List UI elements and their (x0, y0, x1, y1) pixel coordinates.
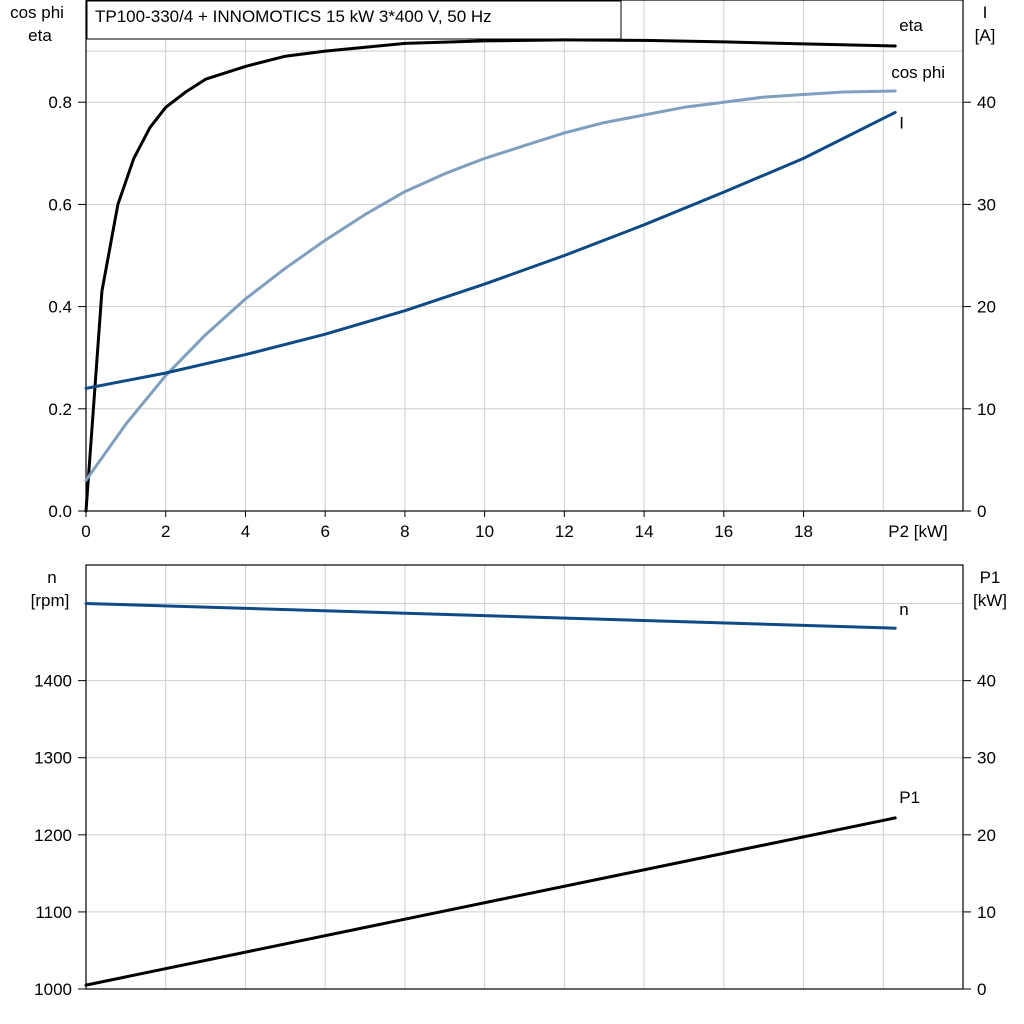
x-tick-label: 16 (714, 522, 733, 541)
x-tick-label: 14 (635, 522, 654, 541)
right-axis-label: [A] (975, 26, 996, 45)
x-tick-label: 18 (794, 522, 813, 541)
series-line-i (84, 110, 897, 390)
series-line-cos-phi (84, 89, 897, 482)
right-axis-label: I (983, 3, 988, 22)
right-tick-label: 40 (977, 672, 996, 691)
left-axis-label: n (47, 568, 56, 587)
left-tick-label: 1400 (34, 672, 72, 691)
left-tick-label: 0.6 (48, 195, 72, 214)
right-tick-label: 30 (977, 195, 996, 214)
left-tick-label: 1200 (34, 826, 72, 845)
series-label-cos-phi: cos phi (891, 63, 945, 82)
x-tick-label: 0 (81, 522, 90, 541)
right-axis-label: P1 (980, 568, 1001, 587)
series-label-i: I (899, 113, 904, 132)
left-tick-label: 1100 (35, 903, 72, 922)
series-line-eta (84, 38, 897, 513)
right-axis-label: [kW] (973, 591, 1007, 610)
left-tick-label: 0.8 (48, 93, 72, 112)
right-tick-label: 40 (977, 93, 996, 112)
plot-frame (85, 564, 964, 990)
right-tick-label: 20 (977, 826, 996, 845)
left-axis-label: eta (28, 26, 52, 45)
x-tick-label: 12 (555, 522, 574, 541)
left-tick-label: 1000 (34, 980, 72, 999)
right-tick-label: 20 (977, 298, 996, 317)
series-label-eta: eta (899, 16, 923, 35)
right-tick-label: 0 (977, 502, 986, 521)
chart-title: TP100-330/4 + INNOMOTICS 15 kW 3*400 V, … (95, 7, 492, 26)
right-tick-label: 10 (977, 400, 996, 419)
left-tick-label: 0.0 (48, 502, 72, 521)
series-line-n (84, 602, 897, 630)
left-tick-label: 0.2 (48, 400, 72, 419)
right-tick-label: 10 (977, 903, 996, 922)
right-tick-label: 0 (977, 980, 986, 999)
chart-panel-2 (78, 564, 971, 990)
series-label-n: n (899, 600, 908, 619)
x-tick-label: 2 (161, 522, 170, 541)
x-tick-label: 4 (241, 522, 250, 541)
chart-panel-1 (78, 0, 971, 517)
chart-title-box (86, 0, 622, 40)
x-tick-label: 8 (400, 522, 409, 541)
left-tick-label: 0.4 (48, 298, 72, 317)
left-axis-label: cos phi (10, 3, 64, 22)
right-tick-label: 30 (977, 749, 996, 768)
series-label-p1: P1 (899, 788, 920, 807)
plot-frame (85, 0, 964, 512)
x-tick-label: 10 (475, 522, 494, 541)
left-axis-label: [rpm] (31, 591, 70, 610)
left-tick-label: 1300 (34, 749, 72, 768)
series-line-p1 (84, 816, 897, 987)
x-axis-label: P2 [kW] (888, 522, 948, 541)
x-tick-label: 6 (320, 522, 329, 541)
